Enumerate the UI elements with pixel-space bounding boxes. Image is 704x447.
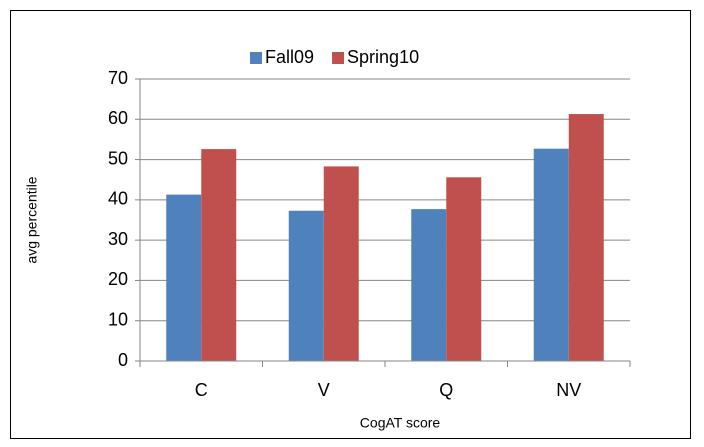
y-tick-label: 20 bbox=[108, 269, 128, 289]
bar bbox=[201, 149, 237, 361]
y-tick-label: 40 bbox=[108, 189, 128, 209]
legend-swatch bbox=[250, 52, 262, 64]
y-axis-label: avg percentile bbox=[24, 176, 40, 263]
x-tick-label: NV bbox=[556, 380, 581, 400]
bar bbox=[446, 177, 482, 361]
x-tick-label: V bbox=[318, 380, 330, 400]
x-tick-label: Q bbox=[439, 380, 453, 400]
y-tick-label: 60 bbox=[108, 108, 128, 128]
legend-swatch bbox=[332, 52, 345, 64]
legend-label: Spring10 bbox=[347, 47, 419, 67]
x-axis-label: CogAT score bbox=[360, 415, 441, 431]
bar bbox=[533, 148, 569, 361]
bar bbox=[166, 194, 202, 361]
y-tick-label: 30 bbox=[108, 229, 128, 249]
bar bbox=[411, 209, 447, 361]
bar bbox=[568, 114, 604, 361]
y-tick-label: 10 bbox=[108, 309, 128, 329]
bar bbox=[288, 210, 324, 361]
y-tick-label: 0 bbox=[118, 350, 128, 370]
x-tick-label: C bbox=[195, 380, 208, 400]
y-tick-label: 70 bbox=[108, 68, 128, 88]
y-tick-label: 50 bbox=[108, 148, 128, 168]
bar bbox=[323, 166, 359, 361]
legend-label: Fall09 bbox=[265, 47, 314, 67]
